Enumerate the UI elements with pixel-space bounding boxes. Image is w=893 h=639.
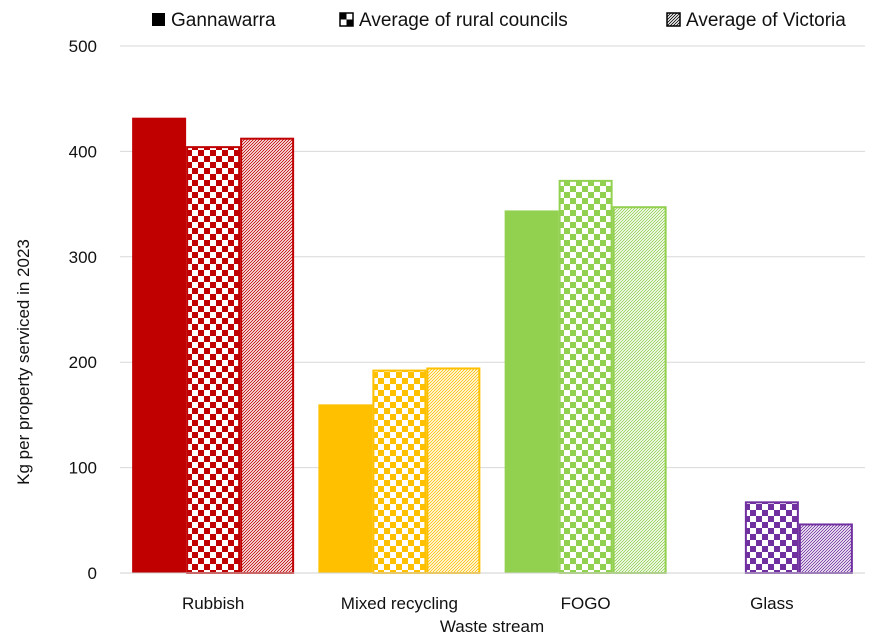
legend: Gannawarra Average of rural councils Ave…: [152, 10, 846, 31]
x-tick-label-fogo: FOGO: [561, 594, 611, 613]
x-tick-label-rubbish: Rubbish: [182, 594, 244, 613]
legend-swatch-rural-councils: [339, 12, 354, 27]
legend-swatch-victoria: [666, 12, 681, 27]
y-tick-label-300: 300: [69, 248, 97, 267]
y-tick-label-100: 100: [69, 459, 97, 478]
bar-glass-average-of-victoria: [798, 523, 853, 574]
bar-fogo-average-of-victoria: [612, 206, 667, 574]
x-tick-label-glass: Glass: [750, 594, 793, 613]
legend-label-victoria: Average of Victoria: [686, 10, 846, 31]
y-axis-title: Kg per property serviced in 2023: [14, 239, 33, 485]
y-tick-label-0: 0: [88, 564, 97, 583]
x-axis-category-labels: Rubbish Mixed recycling FOGO Glass: [182, 594, 794, 613]
y-tick-label-200: 200: [69, 353, 97, 372]
bar-rubbish-average-of-victoria: [240, 137, 295, 574]
legend-swatch-gannawarra: [152, 13, 165, 26]
bar-mixed-recycling-average-of-rural-councils: [372, 369, 427, 574]
legend-label-gannawarra: Gannawarra: [171, 10, 276, 31]
bar-mixed-recycling-average-of-victoria: [426, 367, 481, 574]
legend-label-rural-councils: Average of rural councils: [359, 10, 568, 31]
x-tick-label-mixed-recycling: Mixed recycling: [341, 594, 458, 613]
bar-rubbish-average-of-rural-councils: [186, 146, 241, 574]
bar-mixed-recycling-gannawarra: [318, 404, 373, 573]
y-axis-ticks: 0 100 200 300 400 500: [69, 37, 97, 583]
y-tick-label-500: 500: [69, 37, 97, 56]
bars: [132, 117, 853, 574]
x-axis-title: Waste stream: [440, 617, 544, 636]
y-tick-label-400: 400: [69, 142, 97, 161]
bar-rubbish-gannawarra: [132, 117, 187, 573]
bar-fogo-average-of-rural-councils: [558, 179, 613, 574]
bar-glass-average-of-rural-councils: [744, 501, 799, 574]
bar-fogo-gannawarra: [504, 210, 559, 573]
